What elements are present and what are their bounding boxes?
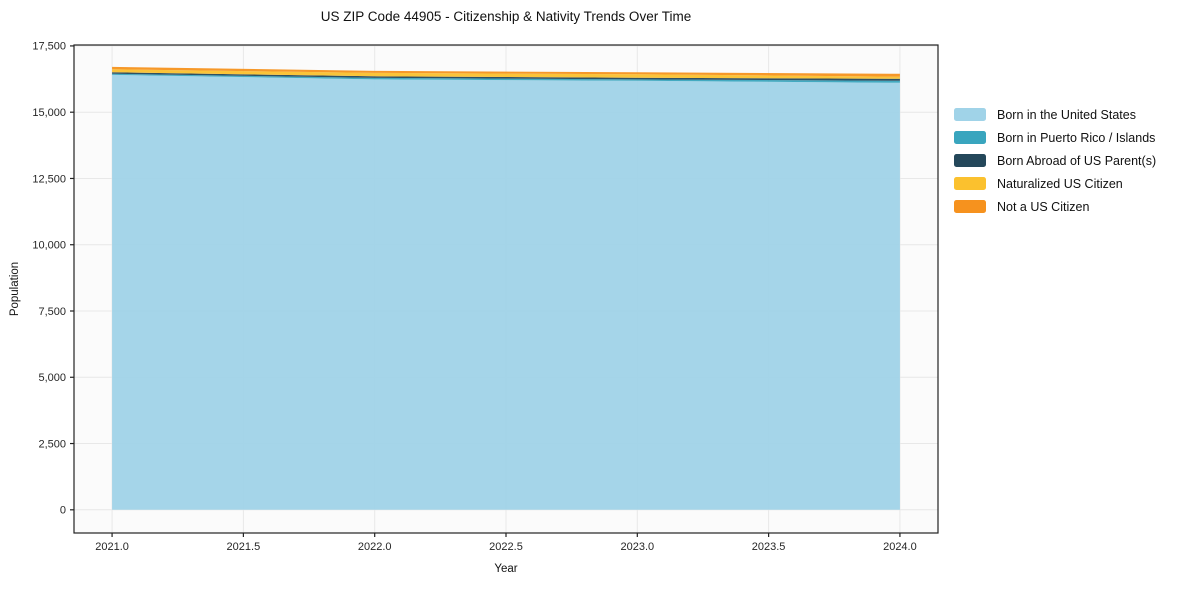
- area-series: [112, 66, 900, 77]
- x-tick-label: 2022.5: [489, 541, 523, 553]
- area-series: [112, 73, 900, 83]
- y-tick-label: 10,000: [32, 240, 66, 252]
- x-tick-label: 2023.0: [620, 541, 654, 553]
- y-tick-label: 7,500: [38, 306, 66, 318]
- legend-label: Born Abroad of US Parent(s): [997, 153, 1157, 168]
- y-tick-label: 0: [60, 505, 66, 517]
- x-tick-label: 2022.0: [358, 541, 392, 553]
- legend-item: Born Abroad of US Parent(s): [954, 149, 1156, 172]
- legend-swatch-puerto-rico: [954, 131, 986, 144]
- legend-label: Born in Puerto Rico / Islands: [997, 130, 1156, 145]
- x-tick-label: 2021.0: [95, 541, 129, 553]
- x-tick-label: 2023.5: [752, 541, 786, 553]
- legend-label: Born in the United States: [997, 107, 1136, 122]
- y-tick-label: 2,500: [38, 438, 66, 450]
- x-axis-label: Year: [494, 563, 518, 575]
- y-tick-label: 15,000: [32, 107, 66, 119]
- x-tick-label: 2021.5: [227, 541, 261, 553]
- x-tick-label: 2024.0: [883, 541, 917, 553]
- legend-item: Not a US Citizen: [954, 195, 1156, 218]
- y-tick-label: 5,000: [38, 372, 66, 384]
- chart-title: US ZIP Code 44905 - Citizenship & Nativi…: [320, 9, 692, 24]
- area-series: [112, 72, 900, 81]
- area-series: [112, 69, 900, 79]
- legend-label: Naturalized US Citizen: [997, 176, 1123, 191]
- legend-item: Born in the United States: [954, 103, 1156, 126]
- legend-label: Not a US Citizen: [997, 199, 1090, 214]
- legend-item: Naturalized US Citizen: [954, 172, 1156, 195]
- legend-swatch-born-us: [954, 108, 986, 121]
- legend: Born in the United States Born in Puerto…: [954, 103, 1156, 218]
- y-tick-label: 17,500: [32, 41, 66, 53]
- y-axis-label: Population: [9, 261, 21, 317]
- legend-swatch-naturalized: [954, 177, 986, 190]
- legend-item: Born in Puerto Rico / Islands: [954, 126, 1156, 149]
- legend-swatch-not-citizen: [954, 200, 986, 213]
- y-tick-label: 12,500: [32, 173, 66, 185]
- area-series: [112, 74, 900, 510]
- legend-swatch-born-abroad: [954, 154, 986, 167]
